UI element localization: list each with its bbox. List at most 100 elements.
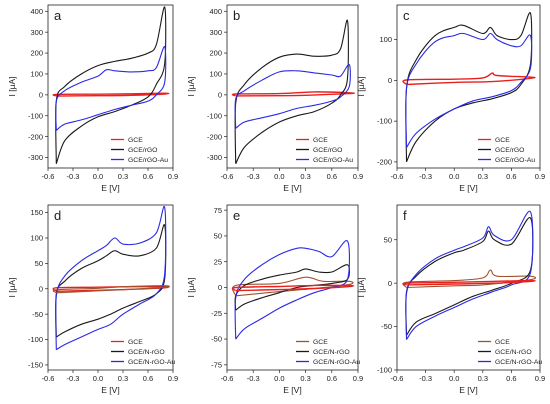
x-tick-label-b-4: 0.6 (327, 172, 337, 181)
series-line-c-2 (405, 32, 533, 148)
series-line-a-1 (55, 6, 167, 164)
x-axis-label-e: E [V] (283, 385, 301, 395)
panel-b: -0.6 -0.3 0.0 0.3 0.6 0.9 -300 -200 -100 0 100 200 3… (186, 4, 363, 193)
x-tick-label-f-2: 0.0 (449, 374, 459, 383)
x-tick-label-a-3: 0.3 (118, 172, 128, 181)
legend-label-a-2: GCE/rGO-Au (128, 157, 168, 164)
panel-e: -0.6 -0.3 0.0 0.3 0.6 0.9 -75 -50 -25 0 25 50 75 E [V… (186, 204, 363, 395)
y-tick-label-c-3: 100 (379, 35, 392, 44)
series-line-c-0 (402, 72, 536, 86)
plot-frame-d (47, 204, 174, 371)
y-tick-label-a-2: -100 (28, 111, 43, 120)
y-tick-label-e-4: 25 (214, 257, 222, 266)
series-line-b-2 (234, 63, 351, 129)
y-tick-label-a-1: -200 (28, 132, 43, 141)
y-tick-label-d-5: 100 (30, 234, 43, 243)
x-tick-label-d-5: 0.9 (168, 374, 178, 383)
panel-f: -0.6 -0.3 0.0 0.3 0.6 0.9 -100 -50 0 50 E [V] I [μA… (356, 204, 545, 395)
legend-label-e-1: GCE/N-rGO (313, 349, 350, 356)
series-line-e-3 (231, 284, 355, 292)
x-tick-label-d-2: 0.0 (93, 374, 103, 383)
y-tick-label-c-2: 0 (388, 76, 392, 85)
y-tick-label-d-0: -150 (28, 361, 43, 370)
y-axis-label-c: I [μA] (356, 76, 366, 96)
series-line-e-2 (234, 240, 350, 340)
legend-label-e-0: GCE (313, 339, 328, 346)
y-tick-label-b-0: -300 (207, 153, 222, 162)
panel-a: -0.6 -0.3 0.0 0.3 0.6 0.9 -300 -200 -100 0 100 200 3… (7, 4, 178, 193)
x-tick-label-a-4: 0.6 (143, 172, 153, 181)
x-axis-label-c: E [V] (459, 183, 477, 193)
x-tick-label-f-4: 0.6 (506, 374, 516, 383)
panel-letter-f: f (403, 208, 407, 223)
legend-label-a-0: GCE (128, 137, 143, 144)
y-tick-label-d-4: 50 (35, 259, 43, 268)
y-tick-label-e-0: -75 (211, 360, 222, 369)
legend-label-a-1: GCE/rGO (128, 147, 157, 154)
x-axis-label-b: E [V] (283, 183, 301, 193)
x-tick-label-e-0: -0.6 (221, 374, 234, 383)
x-tick-label-c-4: 0.6 (506, 172, 516, 181)
x-tick-label-c-1: -0.3 (419, 172, 432, 181)
legend-label-c-1: GCE/rGO (495, 147, 524, 154)
y-tick-label-f-2: 0 (388, 279, 392, 288)
x-tick-label-b-5: 0.9 (353, 172, 363, 181)
y-tick-label-f-0: -100 (377, 366, 392, 375)
legend-label-d-2: GCE/N-rGO-Au (128, 359, 175, 366)
x-tick-label-c-0: -0.6 (391, 172, 404, 181)
plot-frame-c (396, 4, 541, 169)
legend-label-c-2: GCE/rGO-Au (495, 157, 535, 164)
x-tick-label-a-2: 0.0 (93, 172, 103, 181)
legend-label-d-0: GCE (128, 339, 143, 346)
y-tick-label-e-2: -25 (211, 309, 222, 318)
y-tick-label-d-3: 0 (39, 284, 43, 293)
y-tick-label-d-2: -50 (32, 310, 43, 319)
y-tick-label-a-5: 200 (30, 49, 43, 58)
legend-label-f-0: GCE (495, 339, 510, 346)
y-tick-label-e-6: 75 (214, 206, 222, 215)
x-tick-label-b-0: -0.6 (221, 172, 234, 181)
series-line-d-1 (55, 224, 167, 338)
x-tick-label-e-5: 0.9 (353, 374, 363, 383)
series-line-b-0 (231, 91, 355, 97)
series-line-d-2 (55, 205, 167, 351)
panel-letter-b: b (233, 8, 240, 23)
y-tick-label-f-3: 50 (384, 235, 392, 244)
y-tick-label-a-0: -300 (28, 153, 43, 162)
y-tick-label-c-0: -200 (377, 157, 392, 166)
y-tick-label-b-7: 400 (209, 7, 222, 16)
y-tick-label-f-1: -50 (381, 322, 392, 331)
y-tick-label-c-1: -100 (377, 117, 392, 126)
panel-letter-d: d (54, 208, 61, 223)
y-tick-label-a-7: 400 (30, 7, 43, 16)
x-tick-label-f-3: 0.3 (478, 374, 488, 383)
x-tick-label-e-1: -0.3 (247, 374, 260, 383)
x-tick-label-e-3: 0.3 (300, 374, 310, 383)
legend-label-b-2: GCE/rGO-Au (313, 157, 353, 164)
y-tick-label-b-1: -200 (207, 132, 222, 141)
legend-label-b-0: GCE (313, 137, 328, 144)
legend-label-d-1: GCE/N-rGO (128, 349, 165, 356)
legend-label-f-1: GCE/N-rGO (495, 349, 532, 356)
series-line-a-2 (55, 46, 167, 131)
legend-label-f-2: GCE/N-rGO-Au (495, 359, 542, 366)
legend-label-c-0: GCE (495, 137, 510, 144)
x-axis-label-f: E [V] (459, 385, 477, 395)
y-tick-label-d-1: -100 (28, 335, 43, 344)
y-axis-label-f: I [μA] (356, 277, 366, 297)
plot-frame-b (226, 4, 359, 169)
legend-label-e-2: GCE/N-rGO-Au (313, 359, 360, 366)
series-line-d-3 (52, 285, 170, 294)
series-line-e-0 (231, 276, 354, 297)
series-line-f-2 (405, 210, 534, 340)
y-tick-label-b-5: 200 (209, 49, 222, 58)
panel-letter-c: c (403, 8, 410, 23)
series-line-f-3 (402, 279, 536, 286)
y-tick-label-e-5: 50 (214, 232, 222, 241)
x-tick-label-f-1: -0.3 (419, 374, 432, 383)
x-axis-label-d: E [V] (101, 385, 119, 395)
panel-c: -0.6 -0.3 0.0 0.3 0.6 0.9 -200 -100 0 100 E [V] I [… (356, 4, 545, 193)
y-tick-label-b-6: 300 (209, 28, 222, 37)
x-tick-label-d-0: -0.6 (42, 374, 55, 383)
series-line-f-1 (405, 217, 534, 336)
